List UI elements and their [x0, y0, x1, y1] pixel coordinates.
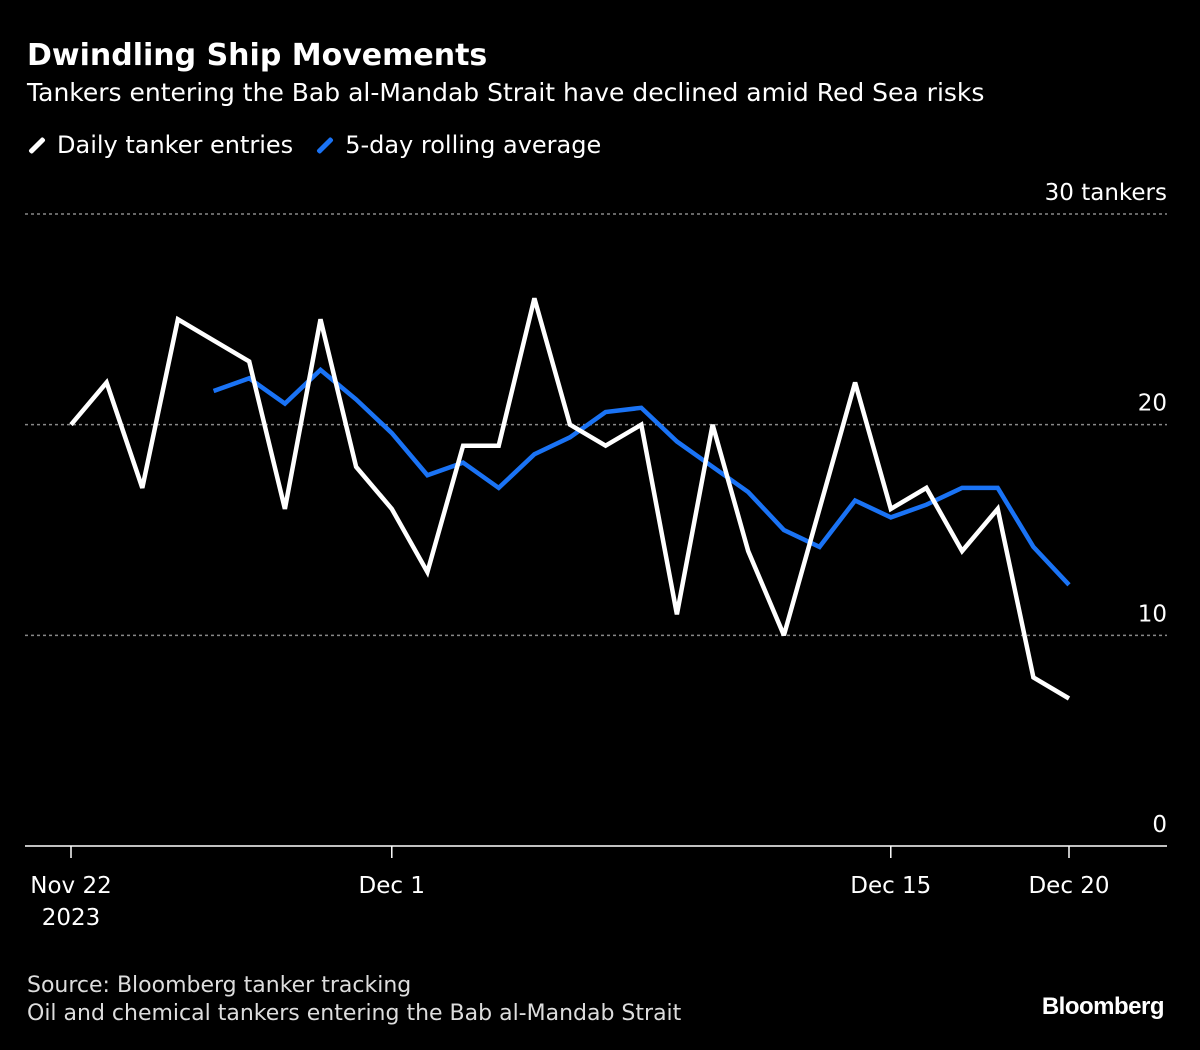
legend-item-daily: Daily tanker entries — [27, 131, 293, 159]
legend-item-average: 5-day rolling average — [315, 131, 601, 159]
y-tick-label: 10 — [1138, 601, 1167, 627]
legend-label-average: 5-day rolling average — [345, 131, 602, 159]
series-line-daily-entries — [69, 297, 1071, 701]
note-text: Oil and chemical tankers entering the Ba… — [27, 1001, 682, 1026]
footer-notes: Source: Bloomberg tanker tracking Oil an… — [27, 972, 681, 1028]
x-tick-label: Nov 22 — [30, 873, 111, 899]
x-tick-label: Dec 20 — [1028, 873, 1109, 899]
x-tick-label: Dec 1 — [359, 873, 425, 899]
legend-label-daily: Daily tanker entries — [57, 131, 294, 159]
legend: Daily tanker entries 5-day rolling avera… — [27, 131, 601, 159]
source-text: Source: Bloomberg tanker tracking — [27, 973, 412, 998]
y-tick-label: 0 — [1152, 812, 1167, 838]
bloomberg-logo: Bloomberg — [1041, 993, 1165, 1020]
y-tick-label: 20 — [1138, 391, 1167, 417]
chart-title: Dwindling Ship Movements — [27, 38, 488, 73]
chart-subtitle: Tankers entering the Bab al-Mandab Strai… — [27, 78, 985, 107]
x-tick-label: Dec 15 — [850, 873, 931, 899]
series-line-rolling-average — [212, 366, 1071, 587]
y-tick-label: 30 tankers — [1045, 180, 1167, 206]
x-tick-sublabel: 2023 — [42, 905, 101, 931]
